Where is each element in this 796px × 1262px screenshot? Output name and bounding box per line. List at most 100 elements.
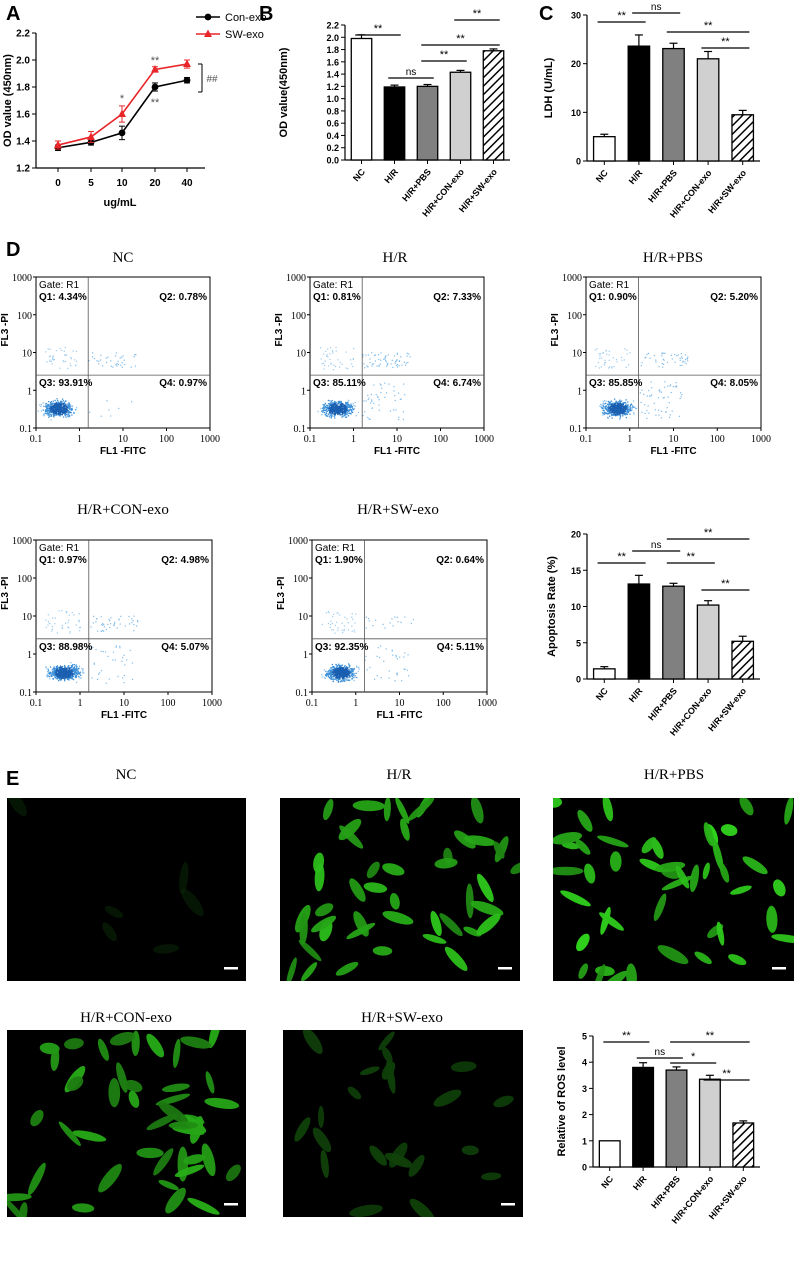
dot [58, 680, 60, 682]
dot [63, 404, 65, 406]
dot [351, 613, 353, 615]
dot [61, 610, 63, 612]
scale-bar [498, 967, 512, 970]
x-tick-label: H/R+PBS [646, 168, 679, 205]
y-axis-label: LDH (U/mL) [543, 57, 555, 118]
dot [337, 629, 339, 632]
dot [323, 669, 325, 671]
dot [324, 402, 327, 405]
dot [659, 391, 661, 393]
dot [619, 418, 621, 420]
dot [322, 353, 325, 355]
dot [59, 676, 61, 678]
dot [369, 361, 371, 364]
dot [343, 680, 345, 682]
dot [48, 405, 50, 407]
dot [46, 407, 48, 409]
dot [62, 416, 65, 418]
dot [603, 400, 605, 402]
dot [608, 401, 610, 403]
dot [59, 404, 61, 406]
micrograph-title: H/R+CON-exo [80, 1010, 172, 1026]
dot [337, 677, 339, 679]
dot [59, 412, 61, 415]
dot [59, 675, 61, 677]
dot [56, 411, 58, 413]
dot [332, 629, 335, 631]
dot [395, 360, 398, 362]
dot [408, 353, 410, 355]
dot [353, 676, 355, 679]
dot [619, 400, 621, 402]
dot [330, 414, 333, 416]
dot [344, 669, 346, 672]
dot [348, 404, 350, 406]
cell [311, 915, 337, 933]
dot [103, 623, 105, 626]
dot [338, 668, 341, 671]
dot [64, 409, 67, 411]
dot [617, 403, 619, 405]
dot [47, 671, 49, 673]
panel-letter-d: D [6, 239, 20, 261]
dot [76, 672, 79, 674]
dot [614, 403, 616, 405]
dot [595, 365, 597, 368]
dot [47, 668, 50, 670]
dot [64, 412, 67, 414]
x-tick-label: NC [351, 166, 367, 183]
dot [329, 347, 332, 349]
dot [332, 678, 335, 680]
dot [118, 618, 120, 620]
dot [48, 407, 50, 410]
dot [101, 624, 103, 626]
cell [201, 1143, 216, 1177]
dot [59, 406, 62, 408]
dot [324, 674, 327, 676]
dot [102, 365, 104, 367]
cell [302, 1030, 323, 1054]
cell [553, 832, 583, 845]
dot [96, 617, 98, 620]
dot [335, 667, 337, 670]
dot [350, 668, 352, 670]
dot [50, 674, 52, 677]
dot [53, 411, 55, 413]
dot [66, 672, 68, 675]
dot [352, 671, 354, 673]
dot [624, 406, 626, 408]
dot [609, 403, 611, 405]
dot [351, 670, 354, 672]
dot [680, 392, 682, 394]
cell [298, 939, 322, 962]
dot [66, 611, 68, 613]
dot [331, 407, 333, 410]
dot [351, 616, 353, 618]
dot [614, 413, 616, 415]
dot [374, 354, 377, 356]
cell [728, 954, 747, 966]
significance-label: ** [622, 1030, 631, 1042]
dot [629, 413, 631, 415]
cell [378, 1031, 395, 1051]
dot [69, 404, 71, 406]
dot [61, 414, 63, 416]
dot [348, 412, 350, 415]
dot [68, 412, 71, 414]
dot [339, 614, 341, 616]
dot [50, 360, 52, 362]
dot [332, 405, 334, 407]
cell [208, 1030, 222, 1049]
dot [50, 415, 53, 417]
dot [685, 358, 687, 361]
dot [54, 414, 56, 416]
dot [78, 619, 80, 621]
dot [60, 404, 62, 407]
dot [371, 363, 374, 365]
dot [403, 361, 405, 363]
cell [493, 841, 505, 859]
dot [613, 405, 615, 408]
dot [56, 407, 59, 410]
dot [123, 682, 125, 684]
dot [336, 665, 338, 667]
